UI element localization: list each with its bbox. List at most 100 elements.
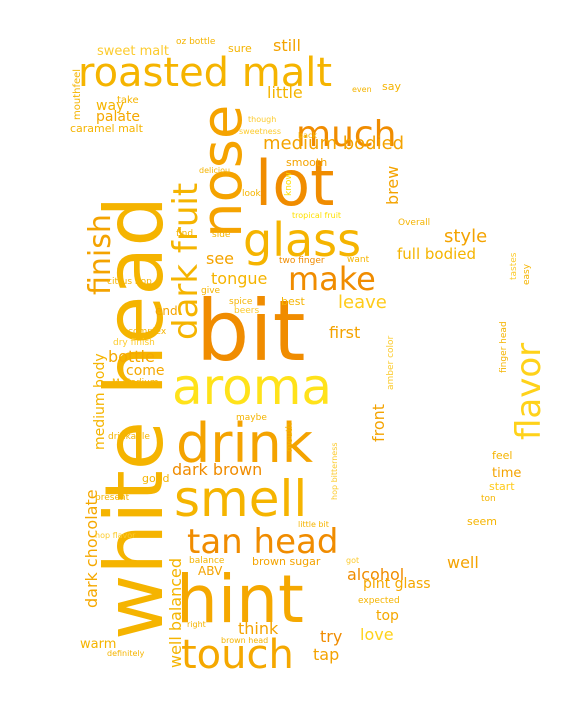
cloud-word: palate	[96, 109, 140, 125]
cloud-word: alcohol	[347, 565, 404, 584]
cloud-word: hint	[176, 561, 304, 638]
cloud-word: brown sugar	[252, 555, 321, 568]
cloud-word: time	[492, 466, 521, 481]
cloud-word: maybe	[236, 413, 267, 423]
cloud-word: little bit	[298, 520, 329, 529]
cloud-word: oz bottle	[176, 37, 216, 47]
cloud-word: try	[320, 627, 342, 646]
cloud-word: tropical fruit	[292, 211, 341, 220]
cloud-word: know	[284, 172, 294, 196]
cloud-word: smooth	[286, 156, 327, 169]
cloud-word: take	[117, 95, 139, 106]
cloud-word: drinkable	[108, 432, 150, 442]
cloud-word: M Medium	[112, 378, 159, 388]
cloud-word: roasted malt	[78, 50, 332, 96]
cloud-word: caramel malt	[70, 122, 144, 135]
cloud-word: say	[382, 80, 401, 93]
cloud-word: white head	[88, 196, 181, 640]
cloud-word: style	[444, 226, 487, 247]
cloud-word: definitely	[107, 649, 145, 658]
cloud-word: deliciou	[199, 166, 230, 175]
cloud-word: leave	[338, 292, 387, 313]
cloud-word: tap	[313, 645, 339, 664]
cloud-word: bottle	[108, 347, 155, 366]
cloud-word: balance	[189, 556, 225, 566]
cloud-word: tongue	[211, 269, 267, 288]
cloud-word: easy	[522, 263, 532, 285]
cloud-word: best	[281, 295, 305, 308]
cloud-word: see	[206, 249, 234, 268]
cloud-word: hop flavor	[95, 531, 136, 540]
cloud-word: brown head	[221, 636, 268, 645]
cloud-word: spice	[229, 297, 253, 307]
cloud-word: lot	[255, 147, 334, 220]
cloud-word: look	[242, 189, 262, 199]
cloud-word: well	[447, 553, 479, 572]
cloud-word: first	[329, 323, 360, 342]
cloud-word: glass	[243, 213, 361, 267]
cloud-word: dry finish	[113, 338, 155, 348]
cloud-word: touch	[181, 632, 294, 678]
cloud-word: flavor	[509, 343, 549, 440]
cloud-word: warm	[80, 637, 116, 652]
cloud-word: mouthfeel	[72, 69, 83, 120]
cloud-word: think	[238, 619, 279, 638]
cloud-word: Overall	[398, 218, 430, 228]
cloud-word: two finger	[279, 256, 325, 266]
cloud-word: come	[126, 363, 165, 379]
cloud-word: still	[273, 36, 301, 55]
cloud-word: end	[155, 304, 178, 318]
cloud-word: pint glass	[363, 576, 431, 592]
cloud-word: present	[95, 493, 130, 503]
cloud-word: sweetness	[239, 127, 281, 136]
cloud-word: front	[369, 404, 388, 442]
cloud-word: hop bitterness	[330, 442, 339, 500]
cloud-word: mouth	[285, 423, 295, 452]
cloud-word: though	[248, 115, 276, 124]
cloud-word: dark brown	[172, 460, 262, 479]
cloud-word: way	[96, 98, 124, 114]
cloud-word: love	[360, 625, 394, 644]
cloud-word: side	[212, 230, 231, 240]
cloud-word: citrus hop	[107, 277, 152, 287]
cloud-word: dark chocolate	[82, 489, 101, 608]
cloud-word: brew	[383, 166, 402, 205]
cloud-word: amber color	[386, 335, 396, 390]
cloud-word: give	[201, 286, 221, 296]
cloud-word: seem	[467, 515, 497, 528]
cloud-word: start	[489, 480, 515, 493]
cloud-word: much	[296, 114, 397, 155]
cloud-word: find	[176, 229, 193, 239]
cloud-word: right	[187, 620, 206, 629]
cloud-word: drink	[176, 412, 314, 475]
cloud-word: make	[288, 260, 376, 298]
cloud-word: got	[346, 556, 359, 565]
cloud-word: finish	[83, 214, 118, 295]
cloud-word: tan head	[187, 522, 338, 562]
cloud-word: tastes	[509, 252, 519, 280]
cloud-word: complex	[128, 327, 167, 337]
cloud-word: bit	[196, 282, 306, 380]
cloud-word: well balanced	[166, 558, 185, 668]
cloud-word: medium bodied	[263, 133, 404, 154]
cloud-word: even	[352, 85, 372, 94]
cloud-word: ABV	[198, 564, 223, 578]
cloud-word: back	[298, 131, 317, 140]
cloud-word: little	[267, 83, 303, 102]
cloud-word: full bodied	[397, 245, 476, 263]
cloud-word: beers	[234, 306, 259, 316]
cloud-word: top	[376, 608, 399, 624]
cloud-word: smell	[174, 470, 307, 528]
cloud-word: sure	[228, 42, 252, 55]
cloud-word: sweet malt	[97, 44, 169, 59]
cloud-word: medium body	[92, 353, 108, 450]
cloud-word: feel	[492, 449, 512, 462]
cloud-word: expected	[358, 596, 400, 606]
cloud-word: dark fruit	[166, 183, 206, 340]
cloud-word: aroma	[172, 358, 332, 416]
cloud-word: finger head	[499, 321, 509, 373]
cloud-word: ton	[481, 494, 496, 504]
cloud-word: want	[347, 255, 370, 265]
